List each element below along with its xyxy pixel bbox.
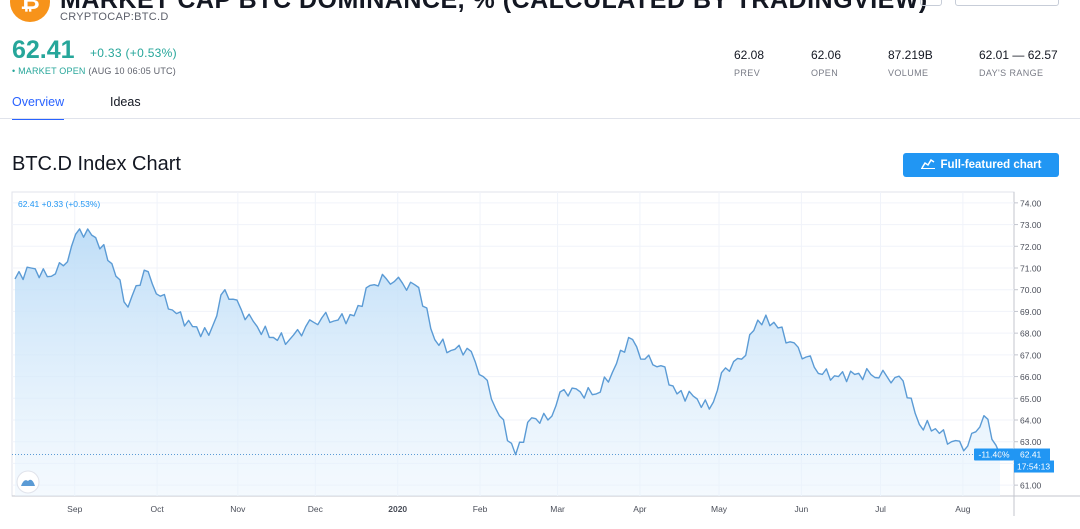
chart-legend: 62.41 +0.33 (+0.53%) (18, 199, 100, 209)
y-tick-label: 71.00 (1020, 264, 1042, 274)
index-chart[interactable]: 61.0062.0063.0064.0065.0066.0067.0068.00… (0, 190, 1080, 524)
x-tick-label: Mar (550, 504, 565, 514)
bitcoin-logo-icon: ₿ (10, 0, 50, 22)
x-tick-label: Sep (67, 504, 82, 514)
stat-value: 62.08 (734, 48, 765, 62)
tradingview-logo-icon-shape (21, 479, 35, 486)
x-tick-label: Aug (955, 504, 970, 514)
x-tick-label: Nov (230, 504, 246, 514)
stat-label: PREV (734, 68, 761, 78)
y-tick-label: 68.00 (1020, 329, 1042, 339)
x-tick-label: Jun (795, 504, 809, 514)
last-price: 62.41 (12, 36, 75, 64)
y-tick-label: 73.00 (1020, 220, 1042, 230)
stat-label: DAY'S RANGE (979, 68, 1044, 78)
status-dot: • (12, 66, 16, 76)
y-tick-label: 64.00 (1020, 416, 1042, 426)
chart-canvas[interactable]: 61.0062.0063.0064.0065.0066.0067.0068.00… (0, 190, 1080, 524)
y-tick-label: 67.00 (1020, 350, 1042, 360)
stat-value: 87.219B (888, 48, 933, 62)
y-tick-label: 69.00 (1020, 307, 1042, 317)
stat-volume: 87.219B VOLUME (888, 48, 933, 78)
full-featured-chart-button[interactable]: Full-featured chart (903, 153, 1059, 177)
full-featured-chart-label: Full-featured chart (940, 159, 1042, 171)
last-price-badge-label: 62.41 (1020, 450, 1042, 460)
stat-days-range: 62.01 — 62.57 DAY'S RANGE (979, 48, 1058, 78)
countdown-badge-label: 17:54:13 (1017, 462, 1050, 472)
tab-divider (0, 118, 1080, 119)
stat-value: 62.06 (811, 48, 842, 62)
price-change: +0.33 (+0.53%) (90, 46, 177, 60)
chart-section-title: BTC.D Index Chart (12, 153, 181, 175)
stat-label: OPEN (811, 68, 839, 78)
last-price-badge (1014, 448, 1050, 461)
change-badge-label: -11.46% (978, 450, 1009, 460)
x-tick-label: Dec (308, 504, 324, 514)
stat-label: VOLUME (888, 68, 929, 78)
series-area (15, 228, 1000, 496)
change-badge (974, 448, 1014, 461)
tab-ideas[interactable]: Ideas (110, 95, 141, 109)
header-action-button[interactable] (955, 0, 1059, 6)
symbol-label: CRYPTOCAP:BTC.D (60, 11, 169, 23)
x-tick-label: Jul (875, 504, 886, 514)
page-title: MARKET CAP BTC DOMINANCE, % (CALCULATED … (60, 0, 928, 14)
stat-open: 62.06 OPEN (811, 48, 841, 78)
y-tick-label: 61.00 (1020, 481, 1042, 491)
chart-line-icon (920, 158, 935, 172)
x-tick-label: Oct (150, 504, 164, 514)
x-tick-label: Feb (473, 504, 488, 514)
y-tick-label: 63.00 (1020, 437, 1042, 447)
stat-value: 62.01 — 62.57 (979, 48, 1058, 62)
last-point-marker (998, 452, 1002, 457)
x-tick-label: 2020 (388, 504, 407, 514)
y-tick-label: 72.00 (1020, 242, 1042, 252)
x-tick-label: May (711, 504, 728, 514)
market-status: • MARKET OPEN (AUG 10 06:05 UTC) (12, 66, 176, 76)
countdown-badge (1014, 460, 1054, 473)
y-tick-label: 66.00 (1020, 372, 1042, 382)
series-line[interactable] (14, 228, 1001, 456)
header-icon-button[interactable] (920, 0, 942, 6)
market-status-label: MARKET OPEN (18, 66, 86, 76)
y-tick-label: 70.00 (1020, 285, 1042, 295)
stat-prev: 62.08 PREV (734, 48, 764, 78)
y-tick-label: 74.00 (1020, 198, 1042, 208)
x-tick-label: Apr (633, 504, 646, 514)
market-time: (AUG 10 06:05 UTC) (88, 66, 176, 76)
y-tick-label: 65.00 (1020, 394, 1042, 404)
tab-overview[interactable]: Overview (12, 95, 65, 120)
